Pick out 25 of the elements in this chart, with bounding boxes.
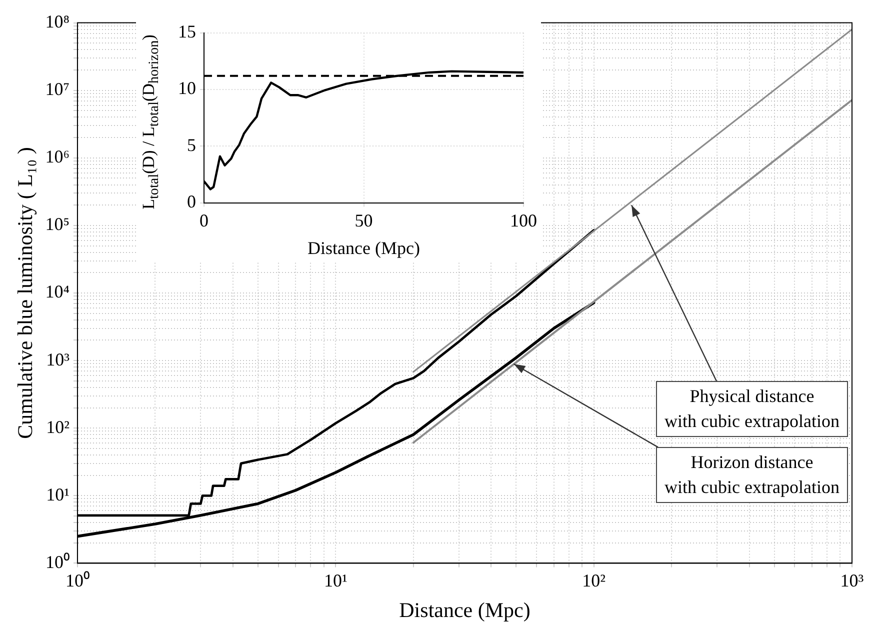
x-axis-title: Distance (Mpc): [399, 598, 530, 622]
x-tick-label: 10⁰: [65, 570, 90, 591]
y-tick-label: 10⁴: [45, 282, 70, 302]
y-tick-label: 10²: [46, 416, 70, 437]
y-tick-label: 10³: [46, 349, 70, 370]
y-tick-label: 10⁶: [45, 146, 70, 167]
y-tick-label: 10⁰: [45, 552, 70, 572]
x-tick-label: 10³: [840, 570, 864, 591]
y-tick-label: 0: [187, 192, 196, 212]
y-tick-label: 10: [178, 78, 196, 98]
y-tick-label: 10⁵: [45, 214, 70, 234]
y-tick-label: 10⁷: [45, 79, 70, 100]
y-axis-title: Cumulative blue luminosity ( L₁₀ ): [13, 147, 38, 439]
x-axis-title: Distance (Mpc): [308, 238, 420, 258]
x-tick-label: 100: [510, 210, 537, 230]
x-tick-label: 0: [200, 210, 208, 230]
y-tick-label: 10⁸: [45, 12, 70, 32]
y-tick-label: 10¹: [46, 484, 70, 504]
x-tick-label: 50: [354, 210, 373, 230]
x-tick-label: 10²: [582, 570, 606, 591]
x-tick-label: 10¹: [324, 570, 348, 591]
y-tick-label: 15: [178, 22, 196, 42]
y-tick-label: 5: [187, 134, 196, 155]
text-box: Physical distance with cubic extrapolation: [656, 381, 848, 438]
text-box: Horizon distance with cubic extrapolation: [656, 447, 848, 504]
